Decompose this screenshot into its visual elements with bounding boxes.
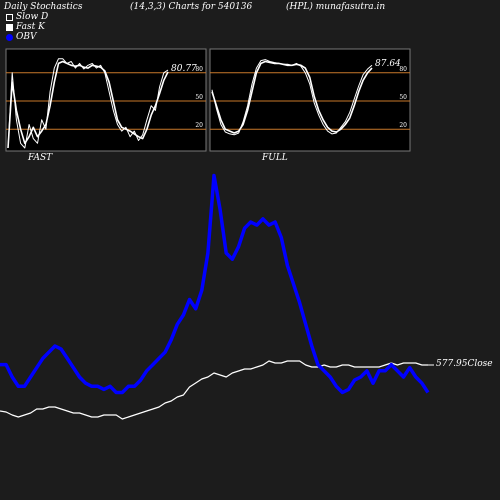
legend-fast-k: Fast K [6, 22, 45, 32]
fast-panel-label: FAST [28, 153, 53, 163]
close-value: 577.95 [436, 359, 468, 369]
fast-tick-label-80: 80 [195, 66, 203, 73]
legend-slow-d-label: Slow D [16, 12, 49, 22]
full-last-value: 87.64 [375, 59, 401, 70]
close-value-label: 577.95Close [436, 359, 493, 369]
fast-k-swatch-icon [6, 23, 13, 31]
close-suffix: Close [467, 359, 493, 369]
legend-fast-k-label: Fast K [16, 22, 45, 32]
chart-ticker: (HPL) munafasutra.in [286, 2, 386, 12]
legend-slow-d: Slow D [6, 12, 48, 22]
fast-series-fast-k [7, 58, 169, 149]
fast-series-slow-d [7, 60, 169, 149]
full-panel-frame [209, 48, 411, 152]
legend-obv-label: OBV [16, 32, 37, 42]
full-tick-label-80: 80 [399, 66, 407, 73]
full-tick-label-20: 20 [399, 122, 407, 129]
price-line [0, 360, 428, 420]
full-tick-label-50: 50 [399, 94, 407, 101]
slow-d-swatch-icon [6, 13, 13, 21]
chart-params: (14,3,3) Charts for 540136 [130, 2, 253, 12]
obv-swatch-icon [6, 33, 13, 41]
full-series-fast-k [211, 59, 373, 136]
fast-tick-label-20: 20 [195, 122, 203, 129]
legend-obv: OBV [6, 32, 37, 42]
chart-title: Daily Stochastics [4, 2, 83, 12]
fast-tick-label-50: 50 [195, 94, 203, 101]
fast-last-value: 80.77 [171, 63, 197, 74]
obv-line [0, 173, 430, 395]
full-panel-label: FULL [262, 153, 288, 163]
